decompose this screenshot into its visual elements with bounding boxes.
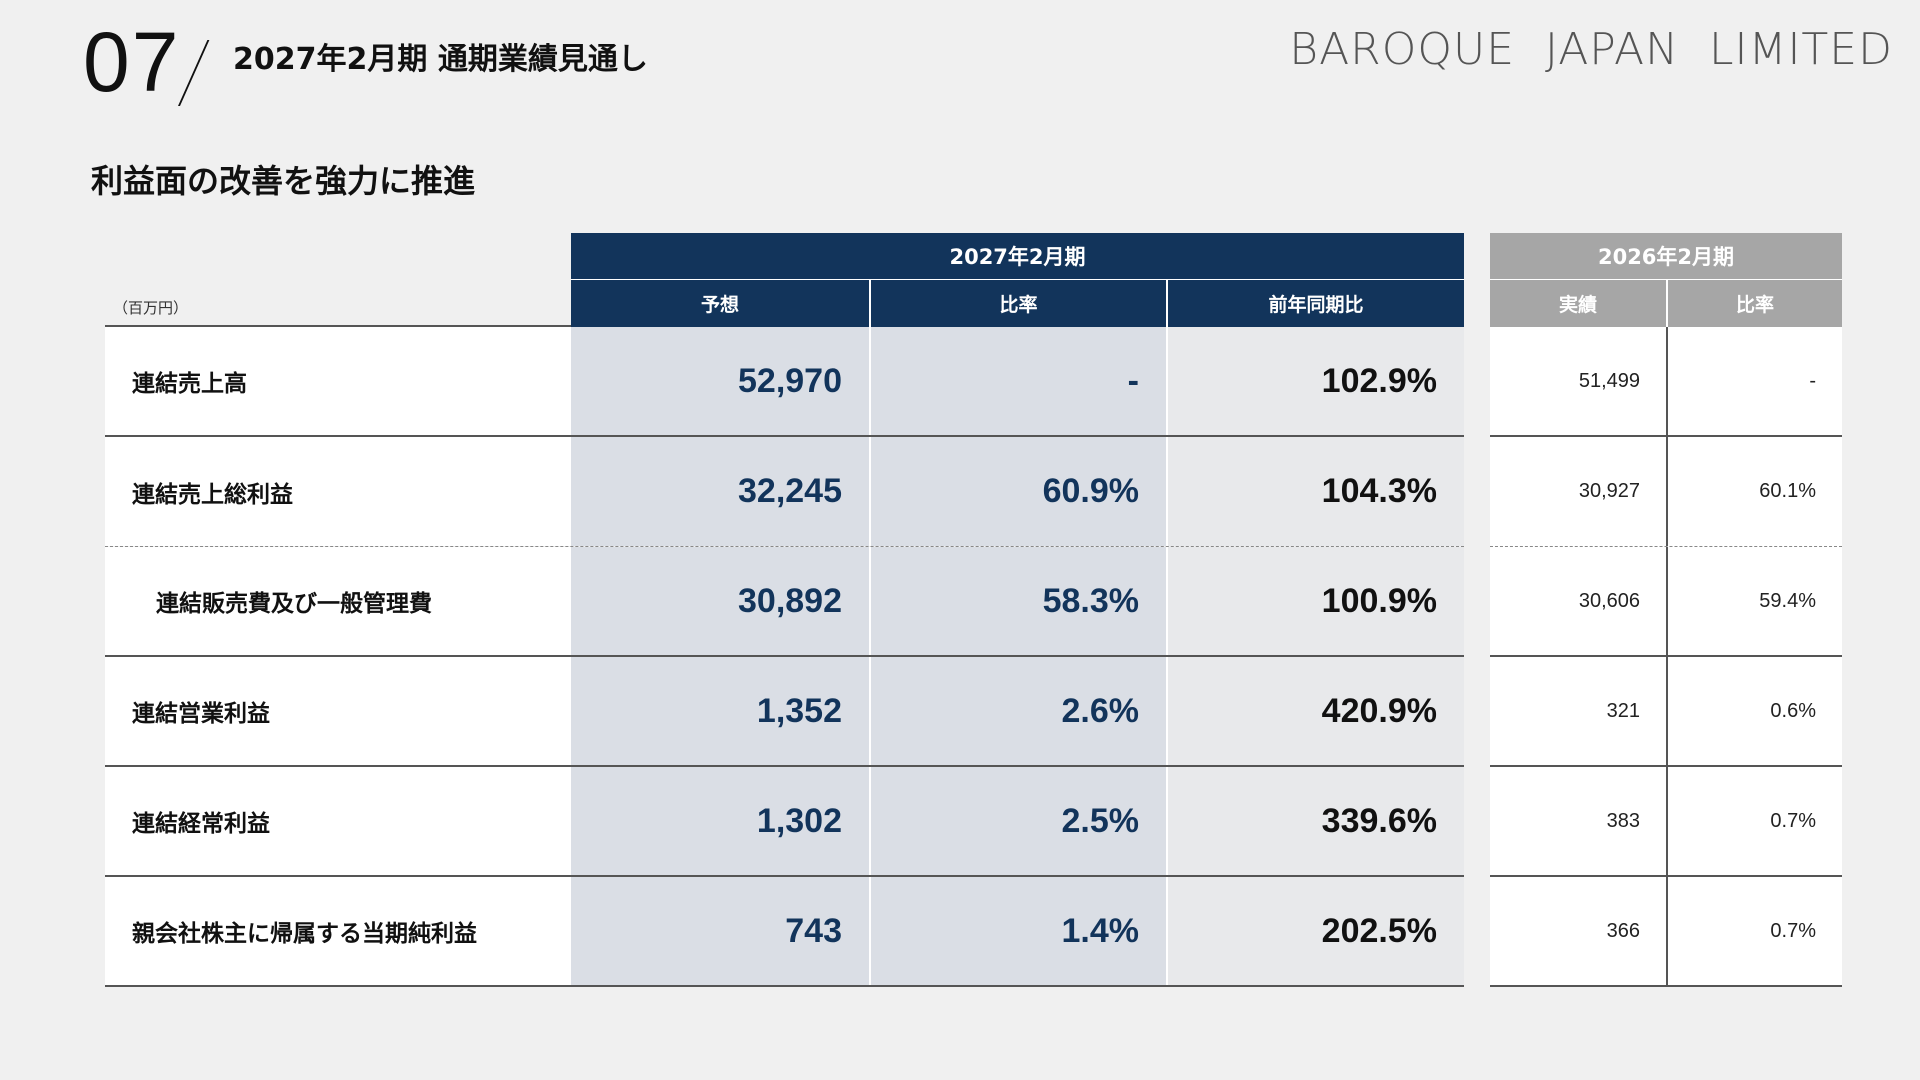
prior-column-headers: 実績 比率 bbox=[1490, 280, 1842, 327]
forecast-value: 743 bbox=[571, 877, 869, 985]
prior-actual-value: 51,499 bbox=[1578, 369, 1640, 392]
column-header-actual: 実績 bbox=[1490, 280, 1666, 327]
prior-table-row: 366 0.7% bbox=[1490, 877, 1842, 987]
table-row: 親会社株主に帰属する当期純利益 743 1.4% 202.5% bbox=[105, 877, 1464, 987]
yoy-value: 339.6% bbox=[1166, 767, 1464, 875]
prior-actual-value: 30,606 bbox=[1578, 589, 1640, 612]
unit-cell: （百万円） bbox=[105, 233, 571, 327]
prior-ratio-value: 59.4% bbox=[1666, 547, 1842, 655]
forecast-value: 32,245 bbox=[571, 437, 869, 546]
forecast-value: 1,302 bbox=[571, 767, 869, 875]
prior-ratio-value: 60.1% bbox=[1666, 437, 1842, 546]
column-header-ratio: 比率 bbox=[869, 280, 1166, 327]
prior-table-row: 383 0.7% bbox=[1490, 767, 1842, 877]
forecast-header-block: 2027年2月期 予想 比率 前年同期比 bbox=[571, 233, 1464, 327]
prior-ratio-value: 0.6% bbox=[1666, 657, 1842, 765]
table-row: 連結売上総利益 32,245 60.9% 104.3% bbox=[105, 437, 1464, 547]
ratio-value: - bbox=[869, 327, 1166, 435]
prior-actual-value: 383 bbox=[1606, 809, 1640, 832]
yoy-value: 420.9% bbox=[1166, 657, 1464, 765]
row-label: 連結販売費及び一般管理費 bbox=[105, 547, 571, 655]
prior-ratio-value: - bbox=[1666, 327, 1842, 435]
table-row: 連結売上高 52,970 - 102.9% bbox=[105, 327, 1464, 437]
yoy-value: 100.9% bbox=[1166, 547, 1464, 655]
ratio-value: 1.4% bbox=[869, 877, 1166, 985]
forecast-value: 30,892 bbox=[571, 547, 869, 655]
column-header-yoy: 前年同期比 bbox=[1166, 280, 1464, 327]
ratio-value: 58.3% bbox=[869, 547, 1166, 655]
table-row: 連結販売費及び一般管理費 30,892 58.3% 100.9% bbox=[105, 547, 1464, 657]
prior-period-header: 2026年2月期 bbox=[1490, 233, 1842, 280]
yoy-value: 102.9% bbox=[1166, 327, 1464, 435]
column-header-forecast: 予想 bbox=[571, 280, 869, 327]
slash-divider bbox=[178, 40, 210, 106]
ratio-value: 2.6% bbox=[869, 657, 1166, 765]
unit-label: （百万円） bbox=[113, 299, 189, 317]
table-row: 連結営業利益 1,352 2.6% 420.9% bbox=[105, 657, 1464, 767]
forecast-period-header: 2027年2月期 bbox=[571, 233, 1464, 280]
prior-actual-value: 366 bbox=[1606, 919, 1640, 942]
forecast-value: 52,970 bbox=[571, 327, 869, 435]
prior-actual-value: 321 bbox=[1606, 699, 1640, 722]
prior-table-row: 30,927 60.1% bbox=[1490, 437, 1842, 547]
prior-actual-value: 30,927 bbox=[1578, 480, 1640, 502]
table-row: 連結経常利益 1,302 2.5% 339.6% bbox=[105, 767, 1464, 877]
row-label: 連結売上総利益 bbox=[105, 437, 571, 546]
ratio-value: 60.9% bbox=[869, 437, 1166, 546]
forecast-column-headers: 予想 比率 前年同期比 bbox=[571, 280, 1464, 327]
prior-ratio-value: 0.7% bbox=[1666, 877, 1842, 985]
brand-logo: BAROQUE JAPAN LIMITED bbox=[1289, 24, 1893, 75]
forecast-table: （百万円） 2027年2月期 予想 比率 前年同期比 連結売上高 52,970 … bbox=[105, 233, 1464, 987]
slide-number: 07 bbox=[83, 15, 181, 109]
yoy-value: 202.5% bbox=[1166, 877, 1464, 985]
prior-year-table: 2026年2月期 実績 比率 51,499 - 30,927 60.1% 30,… bbox=[1490, 233, 1842, 987]
prior-table-row: 51,499 - bbox=[1490, 327, 1842, 437]
prior-table-row: 321 0.6% bbox=[1490, 657, 1842, 767]
forecast-value: 1,352 bbox=[571, 657, 869, 765]
ratio-value: 2.5% bbox=[869, 767, 1166, 875]
prior-table-row: 30,606 59.4% bbox=[1490, 547, 1842, 657]
subtitle: 利益面の改善を強力に推進 bbox=[91, 162, 476, 200]
column-header-prior-ratio: 比率 bbox=[1666, 280, 1842, 327]
page-title: 2027年2月期 通期業績見通し bbox=[233, 42, 648, 77]
row-label: 親会社株主に帰属する当期純利益 bbox=[105, 877, 571, 985]
row-label: 連結営業利益 bbox=[105, 657, 571, 765]
yoy-value: 104.3% bbox=[1166, 437, 1464, 546]
row-label: 連結売上高 bbox=[105, 327, 571, 435]
forecast-table-header: （百万円） 2027年2月期 予想 比率 前年同期比 bbox=[105, 233, 1464, 327]
row-label: 連結経常利益 bbox=[105, 767, 571, 875]
prior-ratio-value: 0.7% bbox=[1666, 767, 1842, 875]
